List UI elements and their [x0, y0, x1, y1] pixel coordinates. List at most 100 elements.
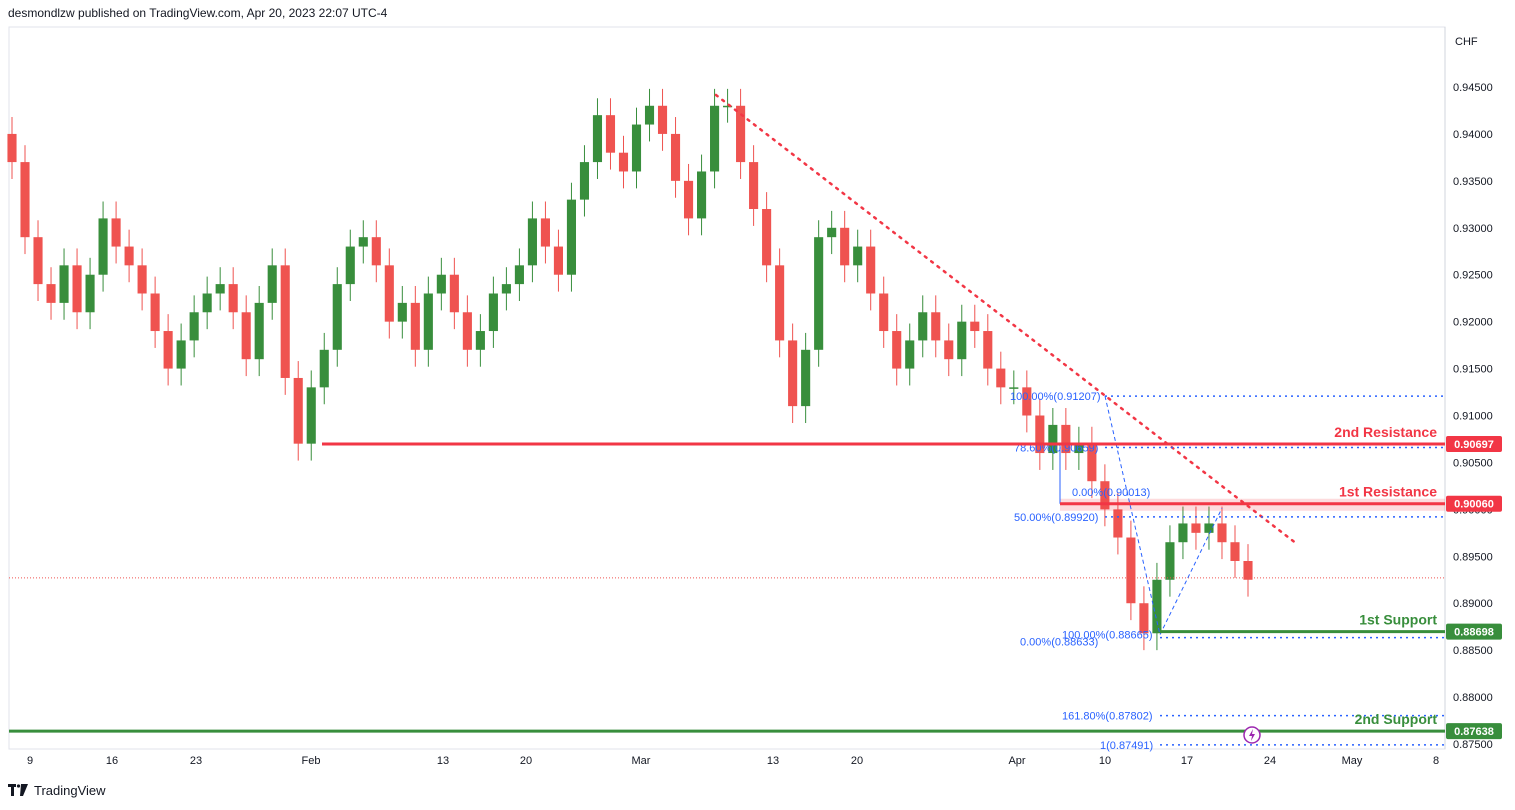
y-tick-label: 0.93500 — [1453, 176, 1493, 188]
fib-label: 0.00%(0.90013) — [1072, 487, 1150, 499]
x-tick-label: 24 — [1264, 755, 1276, 767]
price-tag — [1446, 435, 1502, 452]
level-label: 1st Support — [1359, 612, 1437, 628]
candle-body — [111, 218, 121, 247]
candle-body — [1165, 542, 1175, 580]
candle-body — [970, 321, 980, 332]
candle-body — [462, 312, 472, 350]
candle-body — [163, 331, 173, 369]
y-tick-label: 0.93000 — [1453, 223, 1493, 235]
candle-body — [1152, 579, 1162, 634]
candle-body — [410, 302, 420, 350]
descending-trendline — [714, 93, 1299, 546]
y-tick-label: 0.92500 — [1453, 270, 1493, 282]
fib-label: 50.00%(0.89920) — [1014, 512, 1098, 524]
candle-body — [905, 340, 915, 369]
candle-body — [189, 312, 199, 341]
candle-body — [827, 227, 837, 238]
candle-body — [892, 331, 902, 369]
publisher-header: desmondlzw published on TradingView.com,… — [8, 6, 388, 20]
x-tick-label: 8 — [1433, 755, 1439, 767]
candle-body — [202, 293, 212, 313]
lightning-icon[interactable] — [1243, 726, 1261, 744]
candle-body — [762, 209, 772, 266]
y-tick-label: 0.91500 — [1453, 364, 1493, 376]
x-tick-label: 9 — [27, 755, 33, 767]
candle-body — [605, 115, 616, 153]
candle-body — [553, 246, 563, 275]
candle-body — [592, 115, 603, 163]
y-tick-label: 0.90500 — [1453, 457, 1493, 469]
candle-body — [449, 274, 459, 313]
y-tick-label: 0.94500 — [1453, 82, 1493, 94]
x-tick-label: Mar — [632, 755, 651, 767]
y-tick-label: 0.88000 — [1453, 692, 1493, 704]
candle-body — [228, 284, 238, 313]
candle-body — [514, 265, 524, 285]
x-tick-label: 16 — [106, 755, 118, 767]
plot-frame — [8, 26, 1446, 750]
candle-body — [488, 293, 498, 332]
candle-body — [176, 340, 186, 369]
candle-body — [814, 237, 824, 350]
candle-body — [20, 162, 30, 238]
candle-body — [423, 293, 433, 350]
x-tick-label: 20 — [520, 755, 532, 767]
candle-body — [1100, 481, 1110, 510]
candle-body — [280, 265, 290, 378]
price-tags: 0.90697 0.90060 0.88698 0.87638 — [1446, 435, 1502, 740]
candle-body — [397, 302, 407, 322]
candle-body — [749, 162, 759, 210]
candle-body — [436, 274, 446, 294]
y-tick-label: 0.89000 — [1453, 598, 1493, 610]
candle-body — [918, 312, 928, 341]
x-tick-label: 23 — [190, 755, 202, 767]
candle-body — [384, 265, 394, 322]
candle-body — [59, 265, 69, 303]
candle-body — [98, 218, 108, 275]
candle-body — [1178, 523, 1188, 543]
x-tick-label: Feb — [302, 755, 321, 767]
candle-body — [293, 377, 303, 444]
y-tick-label: 0.87500 — [1453, 739, 1493, 751]
candle-body — [683, 180, 694, 219]
candle-body — [501, 284, 511, 294]
candle-body — [1035, 415, 1045, 454]
candle-body — [332, 284, 342, 350]
level-label: 2nd Support — [1355, 711, 1438, 727]
price-tag — [1446, 723, 1502, 740]
candle-body — [879, 293, 889, 332]
x-axis-ticks: 9 16 23 Feb 13 20 Mar 13 20 Apr 10 17 24 May 8 — [27, 755, 1439, 767]
candle-body — [1087, 443, 1097, 482]
currency-label: CHF — [1455, 36, 1478, 48]
candle-body — [657, 105, 668, 134]
candle-body — [254, 302, 264, 360]
candle-body — [1191, 523, 1201, 533]
price-tag — [1446, 495, 1502, 512]
fib-label: 161.80%(0.87802) — [1062, 711, 1153, 723]
y-tick-label: 0.91000 — [1453, 411, 1493, 423]
candle-body — [944, 340, 954, 360]
candle-body — [1022, 387, 1032, 416]
candle-body — [801, 349, 811, 407]
candle-body — [853, 246, 863, 266]
candle-body — [540, 218, 550, 247]
candle-body — [150, 293, 160, 332]
candle-body — [345, 246, 355, 285]
candle-body — [788, 340, 798, 407]
x-tick-label: 17 — [1181, 755, 1193, 767]
fib-label: 0.00%(0.88633) — [1020, 637, 1098, 649]
x-tick-label: Apr — [1008, 755, 1025, 767]
candle-body — [931, 312, 941, 341]
candle-body — [124, 246, 134, 266]
brand-name: TradingView — [34, 783, 106, 798]
y-tick-label: 0.89500 — [1453, 551, 1493, 563]
candle-body — [475, 331, 485, 350]
brand-footer[interactable]: TradingView — [8, 783, 106, 798]
candle-body — [1126, 537, 1136, 604]
candle-body — [358, 237, 368, 247]
fib-connector — [1104, 395, 1223, 637]
candle-body — [46, 284, 56, 303]
candle-body — [1139, 603, 1149, 634]
